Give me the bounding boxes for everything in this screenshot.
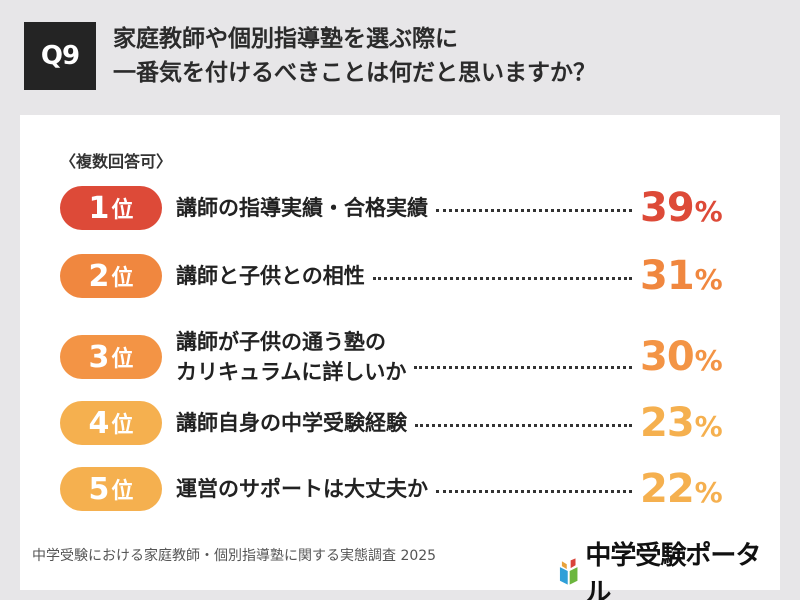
question-number-badge: Q9	[24, 22, 96, 90]
leader-dots	[436, 489, 632, 493]
percentage: 31%	[640, 253, 723, 299]
leader-dots	[414, 365, 632, 369]
percentage: 30%	[640, 334, 723, 380]
item-label: 講師の指導実績・合格実績	[176, 196, 428, 220]
logo-text: 中学受験ポータル	[585, 541, 761, 600]
multiple-answer-note: 〈複数回答可〉	[60, 152, 173, 171]
brand-logo: 中学受験ポータル	[558, 535, 780, 600]
question-title: 家庭教師や個別指導塾を選ぶ際に 一番気を付けるべきことは何だと思いますか？	[113, 22, 596, 90]
percentage: 39%	[640, 185, 723, 231]
leader-dots	[372, 276, 632, 280]
item-label: 講師と子供との相性	[176, 264, 365, 288]
item-label: 講師自身の中学受験経験	[176, 411, 407, 435]
percentage: 22%	[640, 466, 723, 512]
item-label: 講師が子供の通う塾の カリキュラムに詳しいか	[176, 330, 407, 384]
leader-dots	[436, 208, 632, 212]
question-line-2: 一番気を付けるべきことは何だと思いますか？	[113, 60, 596, 86]
item-label: 運営のサポートは大丈夫か	[176, 477, 428, 501]
leader-dots	[415, 423, 632, 427]
survey-source: 中学受験における家庭教師・個別指導塾に関する実態調査 2025	[32, 548, 437, 564]
question-line-1: 家庭教師や個別指導塾を選ぶ際に	[113, 26, 458, 52]
percentage: 23%	[640, 400, 723, 446]
book-logo-icon	[559, 558, 578, 585]
